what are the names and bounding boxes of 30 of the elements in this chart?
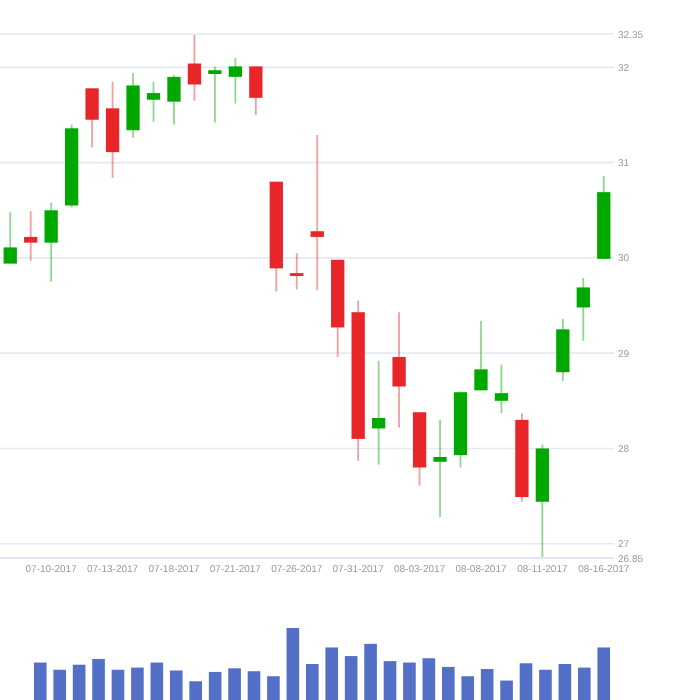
bar: [150, 662, 164, 700]
bar: [325, 647, 339, 700]
bar: [189, 681, 203, 700]
bar: [558, 664, 572, 700]
bar: [578, 667, 591, 700]
bar: [53, 669, 66, 700]
bar: [422, 658, 436, 700]
bar: [305, 664, 319, 700]
bar: [500, 680, 513, 700]
bar: [383, 661, 397, 700]
bar: [247, 671, 261, 700]
bar: [72, 664, 86, 700]
bar: [92, 658, 105, 700]
bar: [267, 676, 280, 700]
bar: [403, 662, 416, 700]
bar: [228, 668, 241, 700]
bar: [539, 669, 552, 700]
bar: [597, 647, 611, 700]
bar: [111, 669, 125, 700]
bar: [286, 628, 300, 700]
bar: [208, 671, 222, 700]
bar: [344, 656, 358, 700]
bar: [519, 663, 533, 700]
bar: [131, 667, 144, 700]
bar: [480, 669, 494, 700]
bar: [169, 670, 183, 700]
bar: [441, 666, 455, 700]
bar: [364, 643, 377, 700]
bar: [461, 676, 475, 700]
bar: [33, 662, 47, 700]
